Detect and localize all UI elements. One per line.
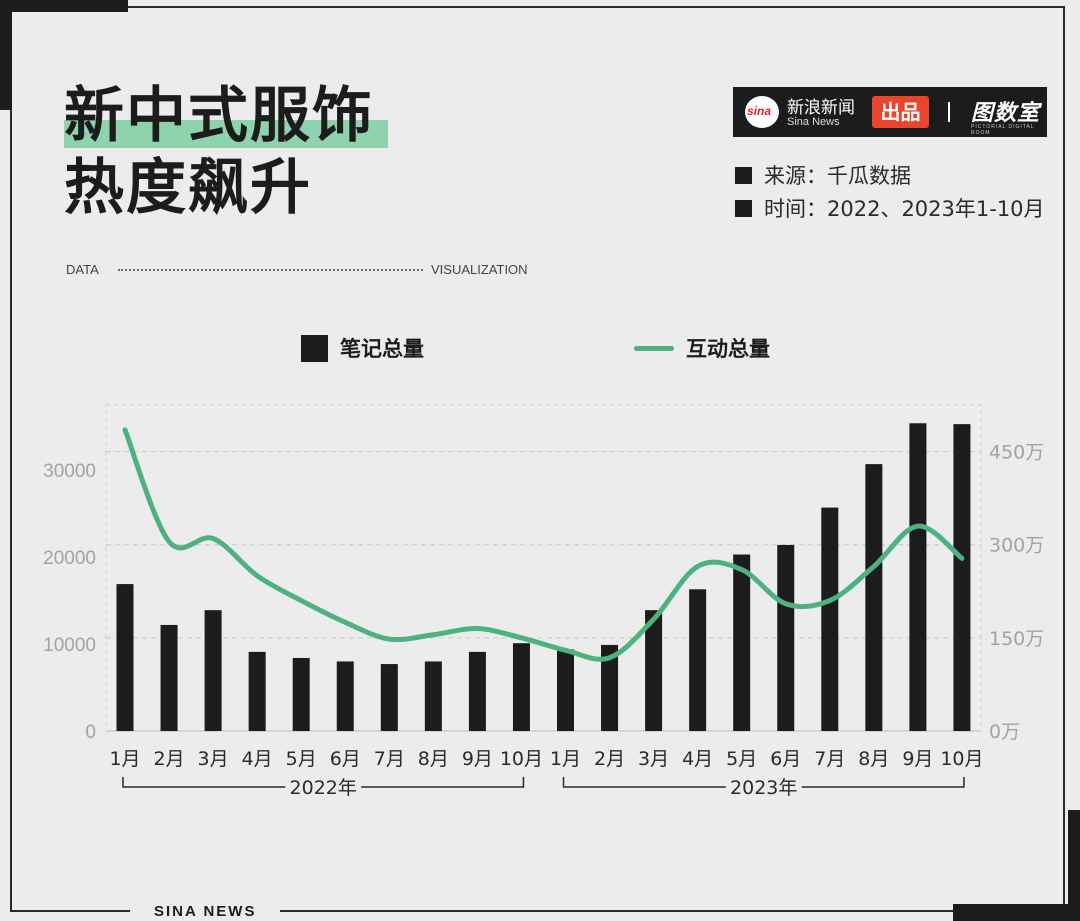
meta-source: 来源：千瓜数据 xyxy=(735,160,911,190)
left-axis-tick-label: 30000 xyxy=(43,461,96,482)
x-axis-tick-label: 3月 xyxy=(638,748,669,770)
x-axis-tick-label: 10月 xyxy=(500,748,543,770)
right-axis-tick-label: 450万 xyxy=(989,442,1044,464)
x-axis-tick-label: 1月 xyxy=(109,748,140,770)
bar xyxy=(204,610,222,731)
bar xyxy=(645,610,663,731)
legend-notes-label: 笔记总量 xyxy=(340,337,424,361)
x-axis-tick-label: 4月 xyxy=(242,748,273,770)
interactions-line xyxy=(122,427,965,662)
x-axis-tick-label: 9月 xyxy=(902,748,933,770)
sina-logo-icon: sina xyxy=(745,96,779,128)
title-line-1: 新中式服饰 xyxy=(64,80,388,152)
partner-logo: 图数室 xyxy=(971,101,1041,126)
legend-interactions-label: 互动总量 xyxy=(686,337,770,361)
bullet-square-icon xyxy=(735,167,752,184)
x-axis-tick-label: 6月 xyxy=(330,748,361,770)
right-axis-tick-label: 150万 xyxy=(989,628,1044,650)
brand-name-cn: 新浪新闻 xyxy=(787,98,855,118)
page-title: 新中式服饰 热度飙升 xyxy=(64,80,388,224)
title-text-1: 新中式服饰 xyxy=(64,81,374,151)
banner-left-label: DATA xyxy=(66,262,99,277)
x-axis-tick-label: 4月 xyxy=(682,748,713,770)
bar xyxy=(733,554,751,731)
x-axis-tick-label: 2月 xyxy=(154,748,185,770)
bar xyxy=(601,644,619,731)
bar xyxy=(292,657,310,731)
bar xyxy=(953,424,971,731)
bar xyxy=(821,507,839,731)
legend-bar-swatch xyxy=(301,335,328,362)
plot-area-frame xyxy=(105,404,982,732)
x-axis-tick-label: 7月 xyxy=(814,748,845,770)
banner-right-label: VISUALIZATION xyxy=(431,262,528,277)
title-highlight xyxy=(64,120,388,148)
bar xyxy=(909,423,927,731)
x-axis-tick-label: 1月 xyxy=(550,748,581,770)
bar xyxy=(336,661,354,731)
x-axis-tick-label: 8月 xyxy=(858,748,889,770)
bar xyxy=(512,643,530,731)
brand-badge: sina 新浪新闻 Sina News 出品 图数室 PICTORIAL DIG… xyxy=(733,87,1047,137)
year-group-label: 2022年 xyxy=(290,777,357,799)
corner-decoration xyxy=(0,0,128,12)
title-line-2: 热度飙升 xyxy=(64,152,374,224)
bar xyxy=(116,584,134,731)
meta-time: 时间：2022、2023年1-10月 xyxy=(735,193,1045,223)
footer-decoration xyxy=(953,904,1070,921)
x-axis-tick-label: 9月 xyxy=(462,748,493,770)
source-text: 来源：千瓜数据 xyxy=(764,164,911,188)
footer-brand: SINA NEWS xyxy=(130,903,281,920)
bar xyxy=(777,544,795,731)
badge-divider xyxy=(948,102,950,122)
bar xyxy=(865,464,883,731)
bar xyxy=(160,624,178,731)
bar xyxy=(248,651,266,731)
right-axis-tick-label: 300万 xyxy=(989,535,1044,557)
x-axis-tick-label: 6月 xyxy=(770,748,801,770)
bullet-square-icon xyxy=(735,200,752,217)
outer-frame xyxy=(10,6,1065,912)
bar xyxy=(557,649,574,731)
year-bracket xyxy=(122,777,525,788)
x-axis-tick-label: 2月 xyxy=(594,748,625,770)
legend-line-swatch xyxy=(634,346,674,351)
data-visualization-banner: DATA VISUALIZATION xyxy=(66,262,546,278)
product-tag: 出品 xyxy=(872,96,929,128)
bar xyxy=(468,651,486,731)
x-axis-tick-label: 3月 xyxy=(198,748,229,770)
bar xyxy=(380,664,398,731)
brand-name-en: Sina News xyxy=(787,116,840,128)
time-text: 时间：2022、2023年1-10月 xyxy=(764,197,1045,221)
partner-subtitle: PICTORIAL DIGITAL ROOM xyxy=(971,124,1035,136)
corner-decoration xyxy=(0,0,12,110)
x-axis-tick-label: 8月 xyxy=(418,748,449,770)
bar xyxy=(689,589,707,731)
x-axis-tick-label: 7月 xyxy=(374,748,405,770)
title-text-2: 热度飙升 xyxy=(64,153,312,223)
x-axis-tick-label: 5月 xyxy=(286,748,317,770)
x-axis-tick-label: 5月 xyxy=(726,748,757,770)
x-axis-tick-label: 10月 xyxy=(940,748,983,770)
dotted-divider xyxy=(118,269,423,271)
legend-notes: 笔记总量 xyxy=(301,333,424,363)
left-axis-tick-label: 10000 xyxy=(43,635,96,656)
right-axis-tick-label: 0万 xyxy=(989,721,1020,743)
bar xyxy=(424,661,442,731)
year-group-label: 2023年 xyxy=(730,777,797,799)
legend-interactions: 互动总量 xyxy=(634,333,770,363)
left-axis-tick-label: 0 xyxy=(85,722,96,743)
left-axis-tick-label: 20000 xyxy=(43,548,96,569)
year-bracket xyxy=(562,777,965,788)
corner-decoration xyxy=(1068,810,1080,921)
